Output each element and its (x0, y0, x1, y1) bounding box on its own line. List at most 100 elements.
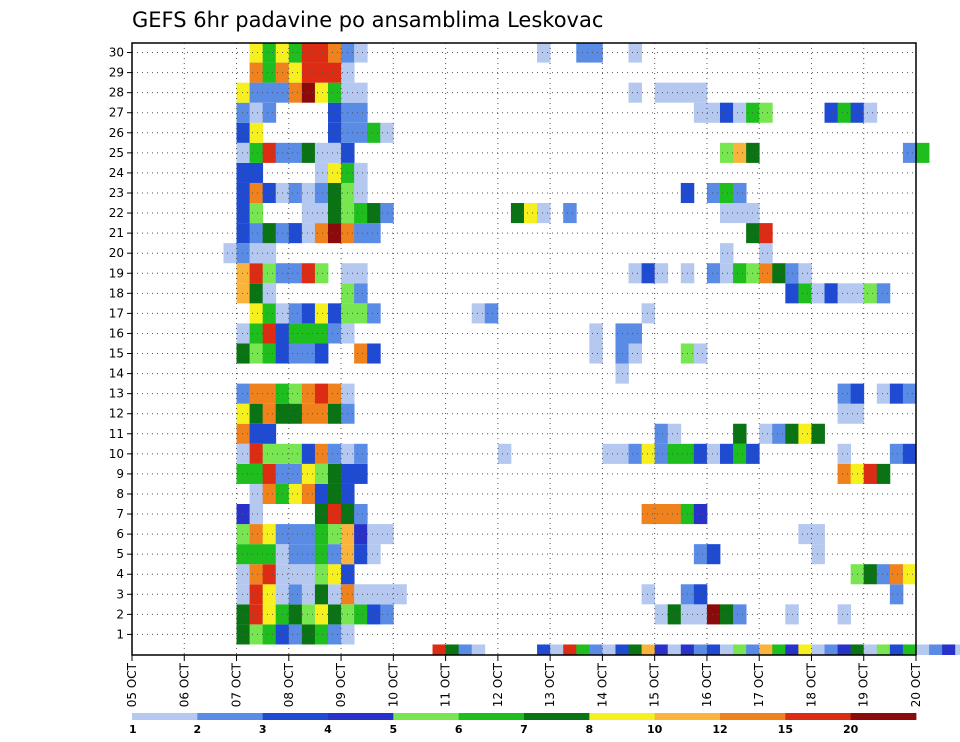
heat-cell (314, 82, 329, 103)
heat-cell (236, 162, 250, 183)
heat-cell (876, 283, 891, 304)
heat-cell (589, 343, 603, 364)
heat-cell (837, 403, 852, 424)
heat-cell (733, 142, 747, 163)
heat-cell (720, 443, 734, 464)
heat-cell (902, 564, 917, 585)
heat-cell (602, 443, 616, 464)
heat-cell (733, 604, 747, 625)
heat-cell (328, 82, 342, 103)
heat-cell (314, 343, 329, 364)
heat-cell (249, 544, 264, 565)
heat-cell (288, 584, 303, 605)
legend-swatch (262, 713, 329, 720)
heat-cell (889, 443, 904, 464)
heat-cell (314, 383, 329, 404)
heat-cell (236, 403, 250, 424)
x-tick-label: 17 OCT (752, 662, 766, 707)
heat-cell (354, 43, 368, 63)
heat-cell (863, 644, 878, 655)
legend-label: 12 (712, 723, 727, 736)
heat-cell (393, 584, 407, 605)
heat-cell (367, 343, 381, 364)
heat-cell (328, 223, 342, 244)
heat-cell (301, 223, 316, 244)
heat-cell (262, 283, 277, 304)
y-tick-label: 3 (116, 587, 124, 601)
heat-cell (249, 504, 264, 525)
heat-cell (693, 544, 708, 565)
legend-swatch (132, 713, 198, 720)
heat-cell (720, 263, 734, 284)
legend-label: 3 (259, 723, 267, 736)
heat-cell (328, 463, 342, 484)
heat-cell (262, 263, 277, 284)
heat-cell (354, 604, 368, 625)
y-tick-label: 10 (109, 447, 124, 461)
heat-cell (733, 182, 747, 204)
heat-cell (354, 303, 368, 324)
heat-cell (641, 644, 656, 655)
heat-cell (328, 483, 342, 505)
heat-cell (641, 263, 656, 284)
y-tick-label: 11 (109, 427, 124, 441)
heat-cell (720, 203, 734, 224)
heat-cell (236, 223, 250, 244)
heat-cell (249, 303, 264, 324)
heat-cell (680, 644, 695, 655)
heat-cell (262, 443, 277, 464)
y-tick-label: 14 (109, 367, 124, 381)
heat-cell (262, 303, 277, 324)
heat-cell (667, 604, 682, 625)
heatmap-cells (223, 43, 960, 655)
heat-cell (236, 182, 250, 204)
heat-cell (876, 463, 891, 484)
heat-cell (863, 283, 878, 304)
heat-cell (301, 403, 316, 424)
legend-swatch (524, 713, 590, 720)
heat-cell (654, 504, 669, 525)
heat-cell (288, 383, 303, 404)
heat-cell (706, 443, 721, 464)
heat-cell (667, 82, 682, 103)
heat-cell (249, 142, 264, 163)
x-tick-label: 12 OCT (491, 662, 505, 707)
heat-cell (654, 423, 669, 444)
heat-cell (693, 102, 708, 123)
heat-cell (537, 43, 551, 63)
heat-cell (328, 403, 342, 424)
heat-cell (301, 62, 316, 83)
x-tick-label: 15 OCT (648, 662, 662, 707)
heat-cell (328, 624, 342, 645)
heat-cell (484, 303, 499, 324)
heat-cell (863, 102, 878, 123)
heat-cell (301, 483, 316, 505)
heat-cell (314, 203, 329, 224)
heat-cell (301, 82, 316, 103)
x-tick-label: 06 OCT (177, 662, 191, 707)
y-tick-label: 12 (109, 407, 124, 421)
heat-cell (367, 604, 381, 625)
heat-cell (902, 644, 917, 655)
y-tick-label: 17 (109, 306, 124, 320)
heat-cell (824, 644, 838, 655)
x-tick-label: 14 OCT (595, 662, 609, 707)
heat-cell (863, 564, 878, 585)
heat-cell (354, 443, 368, 464)
heat-cell (602, 644, 616, 655)
heat-cell (471, 644, 486, 655)
y-tick-label: 13 (109, 387, 124, 401)
heat-cell (301, 43, 316, 63)
heat-cell (249, 343, 264, 364)
heat-cell (811, 544, 825, 565)
heat-cell (262, 463, 277, 484)
heat-cell (262, 82, 277, 103)
heat-cell (667, 644, 682, 655)
heat-cell (314, 624, 329, 645)
y-tick-label: 30 (109, 46, 124, 60)
heat-cell (706, 102, 721, 123)
heat-cell (249, 564, 264, 585)
heat-cell (328, 443, 342, 464)
heat-cell (301, 142, 316, 163)
